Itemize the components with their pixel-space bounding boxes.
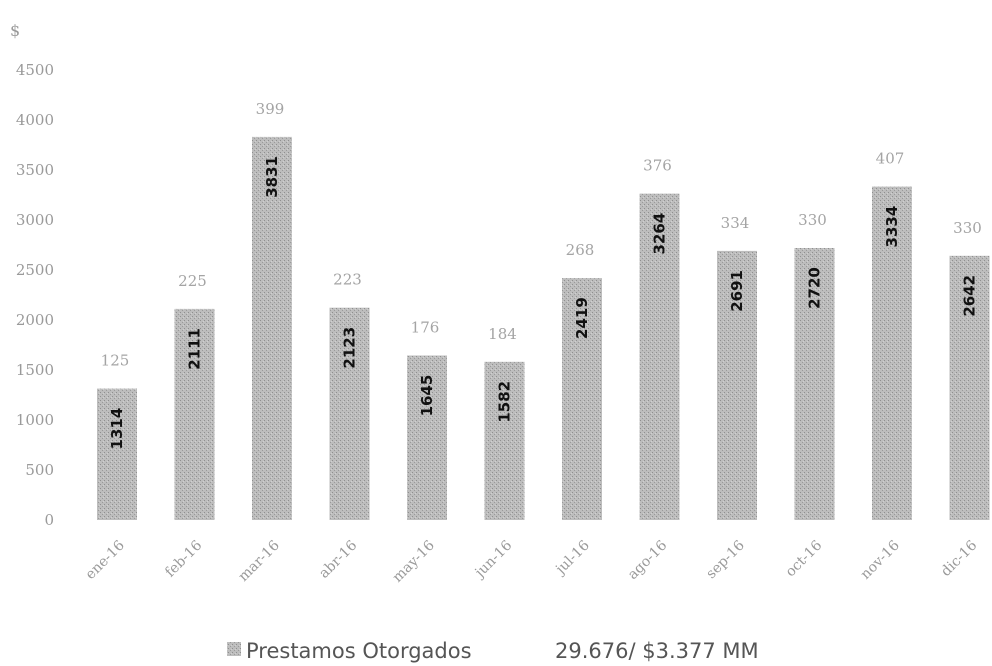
bar-value-label: 1314 <box>108 408 126 450</box>
bar <box>949 255 990 521</box>
x-tick-label: jul-16 <box>552 537 593 578</box>
bar-count-label: 399 <box>256 100 285 118</box>
y-tick-label: 0 <box>44 511 54 529</box>
bars: 1314 125 2111 225 3831 399 2123 223 1645 176 1582 1… <box>97 100 990 521</box>
y-tick-label: 2500 <box>16 261 54 279</box>
bar-value-label: 1582 <box>496 381 514 423</box>
y-tick-label: 1000 <box>16 411 54 429</box>
legend-label: Prestamos Otorgados <box>246 639 472 663</box>
bar <box>329 307 370 520</box>
legend-summary: 29.676/ $3.377 MM <box>555 639 759 663</box>
bar <box>717 250 757 520</box>
y-axis-ticks: 0 500 1000 1500 2000 2500 3000 3500 4000 4500 <box>16 61 54 529</box>
x-tick-label: may-16 <box>390 537 438 585</box>
bar-value-label: 1645 <box>418 375 436 417</box>
x-tick-label: oct-16 <box>783 537 826 580</box>
bar <box>252 136 292 520</box>
bar-count-label: 330 <box>953 219 982 237</box>
legend: Prestamos Otorgados 29.676/ $3.377 MM <box>227 639 759 663</box>
bar-value-label: 3264 <box>651 213 669 255</box>
x-tick-label: feb-16 <box>162 537 205 580</box>
bar <box>97 388 137 520</box>
x-tick-label: mar-16 <box>236 537 283 584</box>
bar-value-label: 3831 <box>263 156 281 198</box>
y-tick-label: 4500 <box>16 61 54 79</box>
y-tick-label: 4000 <box>16 111 54 129</box>
x-tick-label: nov-16 <box>858 537 903 582</box>
bar-value-label: 2419 <box>573 297 591 339</box>
y-tick-label: 1500 <box>16 361 54 379</box>
bar <box>407 355 447 520</box>
bar-value-label: 2123 <box>341 327 359 369</box>
bar-count-label: 268 <box>566 241 595 259</box>
bar-value-label: 2691 <box>728 270 746 312</box>
y-axis-unit-label: $ <box>10 21 20 40</box>
bar-count-label: 125 <box>101 352 130 370</box>
x-tick-label: abr-16 <box>316 537 360 581</box>
x-tick-label: sep-16 <box>703 537 748 582</box>
bar <box>562 278 602 520</box>
bar-value-label: 2111 <box>186 328 204 370</box>
bar-count-label: 176 <box>411 319 440 337</box>
x-tick-label: ago-16 <box>625 537 671 583</box>
bar <box>794 248 835 520</box>
bar-count-label: 407 <box>876 150 905 168</box>
bar <box>174 308 215 520</box>
x-axis-categories: ene-16 feb-16 mar-16 abr-16 may-16 jun-16 jul-… <box>82 537 980 585</box>
bar <box>872 186 912 520</box>
x-tick-label: jun-16 <box>471 537 516 582</box>
y-tick-label: 500 <box>25 461 54 479</box>
bar-count-label: 184 <box>488 325 517 343</box>
y-tick-label: 2000 <box>16 311 54 329</box>
bar-count-label: 330 <box>798 211 827 229</box>
bar-count-label: 225 <box>178 272 207 290</box>
bar-count-label: 334 <box>721 214 750 232</box>
y-tick-label: 3000 <box>16 211 54 229</box>
bar-value-label: 2642 <box>961 275 979 317</box>
y-tick-label: 3500 <box>16 161 54 179</box>
bar <box>639 193 680 520</box>
bar-count-label: 223 <box>333 271 362 289</box>
bar-value-label: 3334 <box>883 206 901 248</box>
bar <box>484 361 525 520</box>
legend-swatch <box>227 642 241 656</box>
bar-value-label: 2720 <box>806 267 824 309</box>
x-tick-label: ene-16 <box>82 537 127 582</box>
bar-count-label: 376 <box>643 157 672 175</box>
x-tick-label: dic-16 <box>938 537 980 579</box>
